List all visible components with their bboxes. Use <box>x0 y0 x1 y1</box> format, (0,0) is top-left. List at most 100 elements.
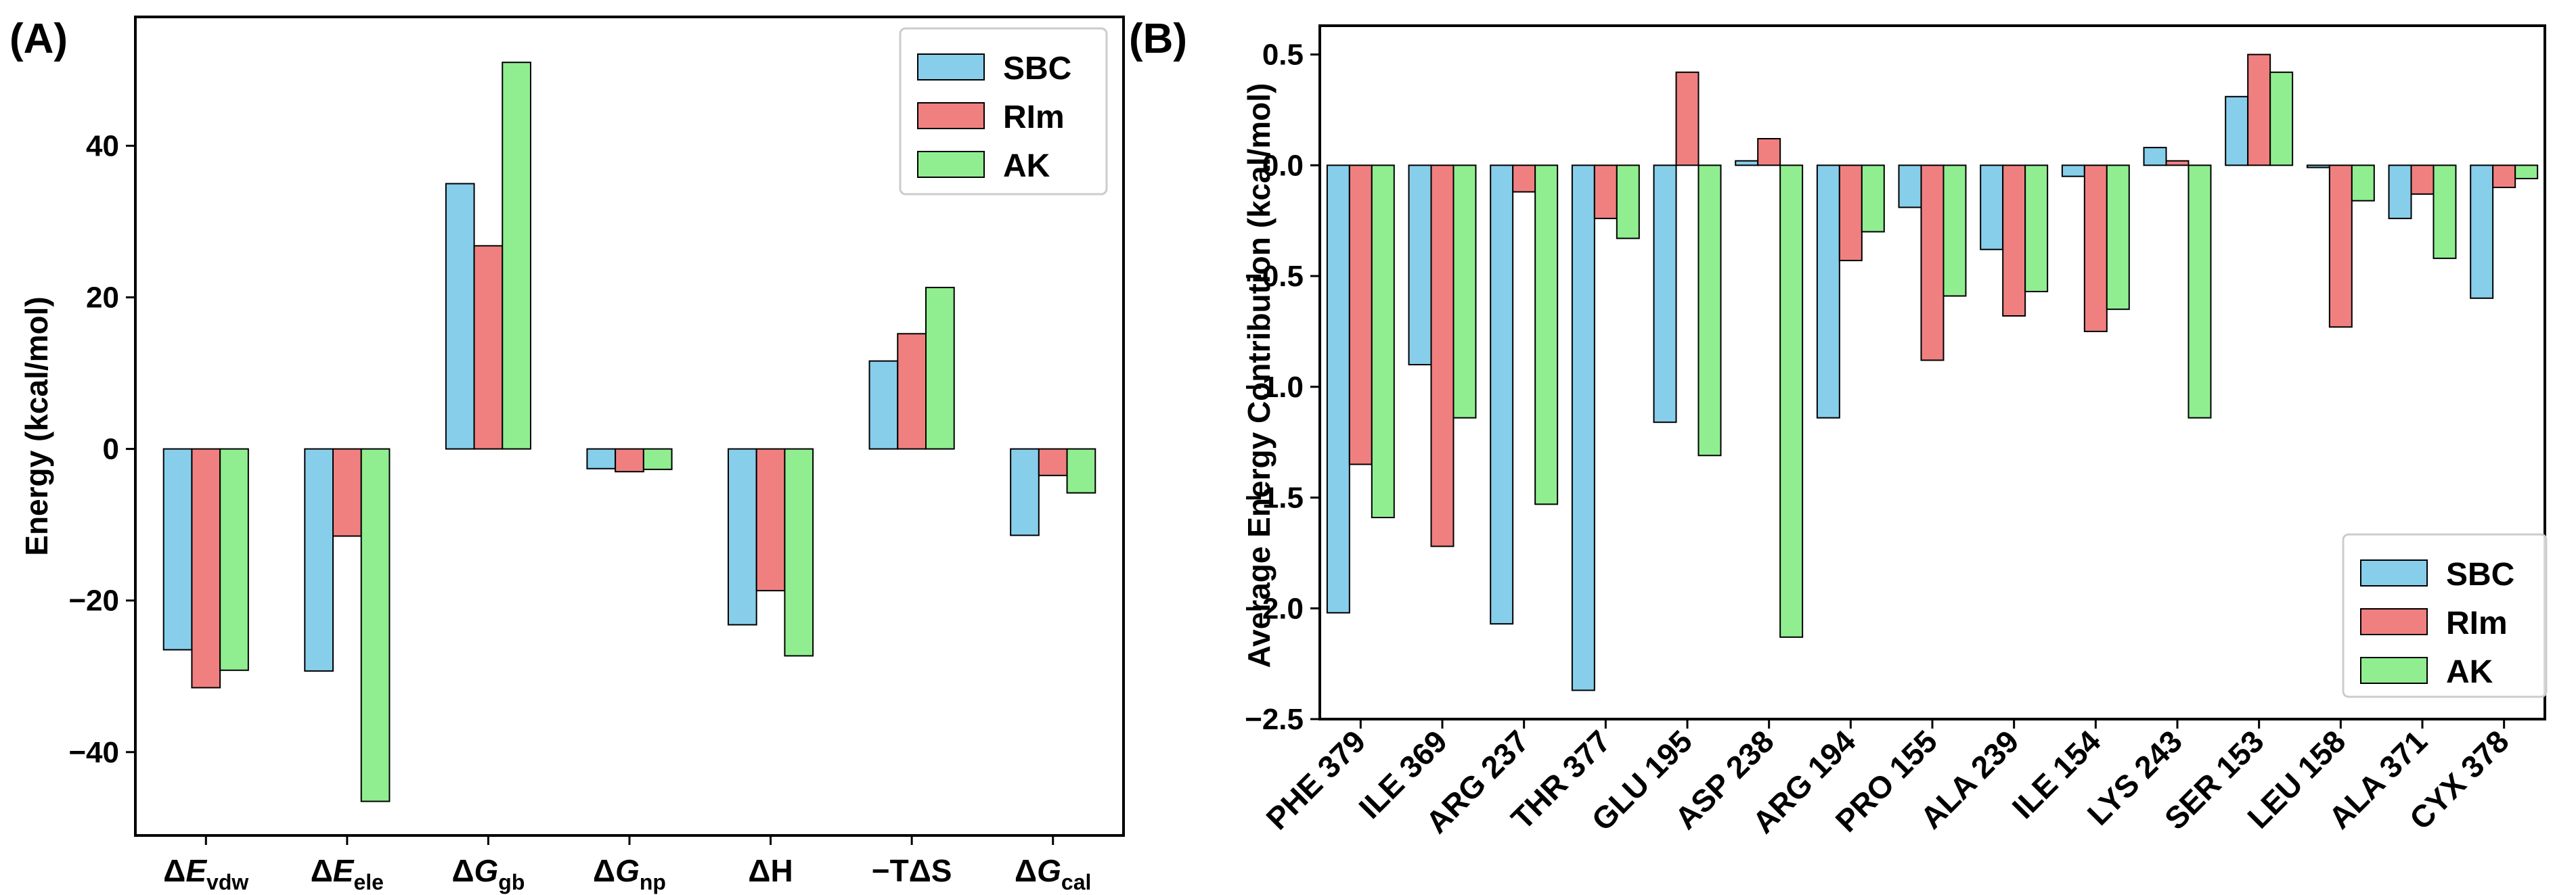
bar-sbc-5 <box>1735 160 1759 166</box>
bar-ak-5 <box>925 286 955 450</box>
legend-swatch-rim <box>2360 608 2428 635</box>
bar-sbc-10 <box>2143 147 2167 166</box>
x-tick-label-variable: G <box>1037 853 1061 888</box>
bar-ak-1 <box>1452 164 1477 419</box>
bar-rim-9 <box>2083 164 2108 332</box>
x-tick-label-subscript: gb <box>498 870 525 894</box>
x-tick-label-symbol: Δ <box>1015 853 1037 888</box>
bar-ak-8 <box>2024 164 2049 292</box>
y-tick-label: 0.0 <box>1262 149 1304 182</box>
panel-a-legend: SBC RIm AK <box>899 27 1108 196</box>
legend-label-rim: RIm <box>2446 605 2508 641</box>
bar-ak-2 <box>502 62 531 450</box>
panel-b-legend: SBC RIm AK <box>2342 533 2548 698</box>
x-tick-label-symbol: Δ <box>311 853 333 888</box>
x-tick-label: ΔEele <box>311 853 384 894</box>
bar-rim-7 <box>1920 164 1945 361</box>
legend-swatch-sbc <box>917 53 985 81</box>
bar-ak-3 <box>1616 164 1640 239</box>
bar-rim-5 <box>897 333 927 450</box>
x-tick-label: ΔEvdw <box>163 853 248 894</box>
y-tick-label: 0 <box>103 433 119 466</box>
y-tick-label: −0.5 <box>1245 260 1304 293</box>
bar-sbc-4 <box>1653 164 1677 423</box>
panel-a-bars <box>162 62 1096 802</box>
panel-b-label: (B) <box>1129 16 1187 62</box>
y-tick-label: 40 <box>86 129 119 162</box>
bar-ak-13 <box>2433 164 2457 259</box>
x-tick-label: ΔH <box>748 853 793 888</box>
bar-sbc-6 <box>1816 164 1840 419</box>
bar-rim-2 <box>1512 164 1536 193</box>
bar-rim-11 <box>2247 53 2271 166</box>
panel-b-bars <box>1326 53 2539 691</box>
legend-label-sbc: SBC <box>2446 557 2514 593</box>
bar-sbc-6 <box>1010 448 1040 536</box>
bar-ak-0 <box>219 448 249 671</box>
x-tick-label: ΔGcal <box>1015 853 1091 894</box>
y-tick-label: −20 <box>68 584 119 618</box>
y-tick-label: −1.0 <box>1245 371 1304 404</box>
bar-sbc-11 <box>2225 95 2249 166</box>
bar-sbc-2 <box>1490 164 1514 625</box>
bar-sbc-8 <box>1980 164 2004 250</box>
bar-ak-5 <box>1779 164 1804 638</box>
x-tick-label: ΔGnp <box>593 853 666 894</box>
bar-rim-12 <box>2328 164 2353 328</box>
bar-sbc-9 <box>2061 164 2085 177</box>
bar-sbc-4 <box>728 448 757 626</box>
bar-rim-3 <box>1593 164 1618 219</box>
x-tick-label: −TΔS <box>872 853 952 888</box>
y-tick-label: −2.0 <box>1245 592 1304 625</box>
panel-a-x-axis: ΔEvdw ΔEele ΔGgb ΔGnp ΔH −TΔS ΔGcal <box>163 835 1091 894</box>
bar-rim-0 <box>1348 164 1373 465</box>
legend-swatch-ak <box>2360 657 2428 684</box>
x-tick-label-variable: E <box>333 853 355 888</box>
x-tick-label-subscript: ele <box>353 870 383 894</box>
bar-ak-4 <box>784 448 814 657</box>
bar-ak-14 <box>2514 164 2539 179</box>
panel-b-residue-contributions: (B) −2.5 −2.0 −1.5 −1.0 −0.5 0.0 0.5 PHE 379IL… <box>1129 16 2548 840</box>
x-tick-label-variable: G <box>474 853 499 888</box>
y-tick-label: −40 <box>68 736 119 769</box>
bar-sbc-7 <box>1898 164 1922 208</box>
bar-rim-6 <box>1838 164 1863 262</box>
legend-swatch-ak <box>917 151 985 178</box>
panel-a-y-axis-title: Energy (kcal/mol) <box>19 296 54 555</box>
bar-sbc-1 <box>1408 164 1432 366</box>
x-tick-label-symbol: Δ <box>451 853 474 888</box>
x-tick-label-subscript: cal <box>1061 870 1091 894</box>
bar-rim-1 <box>332 448 362 537</box>
panel-a-label: (A) <box>9 16 68 62</box>
bar-rim-2 <box>473 245 504 450</box>
x-tick-label-subscript: vdw <box>206 870 248 894</box>
bar-sbc-12 <box>2306 164 2330 168</box>
bar-rim-13 <box>2410 164 2435 195</box>
bar-sbc-5 <box>868 360 899 450</box>
bar-ak-7 <box>1942 164 1967 297</box>
bar-rim-1 <box>1430 164 1454 547</box>
bar-ak-6 <box>1066 448 1096 494</box>
legend-label-ak: AK <box>2446 654 2493 690</box>
x-tick-label: PHE 379 <box>1259 723 1372 836</box>
bar-rim-4 <box>755 448 786 592</box>
bar-ak-1 <box>360 448 391 802</box>
bar-ak-2 <box>1534 164 1559 505</box>
legend-label-sbc: SBC <box>1003 51 1071 87</box>
bar-sbc-13 <box>2388 164 2412 219</box>
y-tick-label: −2.5 <box>1245 703 1304 736</box>
bar-rim-3 <box>615 448 644 473</box>
bar-rim-6 <box>1038 448 1068 476</box>
bar-ak-10 <box>2188 164 2212 419</box>
bar-rim-8 <box>2002 164 2026 317</box>
bar-ak-3 <box>642 448 673 470</box>
panel-a-y-axis: −40 −20 0 20 40 <box>68 129 135 769</box>
bar-ak-4 <box>1697 164 1722 457</box>
bar-ak-6 <box>1861 164 1885 233</box>
y-tick-label: 20 <box>86 281 119 315</box>
bar-ak-12 <box>2351 164 2375 202</box>
bar-sbc-1 <box>304 448 334 672</box>
legend-swatch-sbc <box>2360 559 2428 587</box>
